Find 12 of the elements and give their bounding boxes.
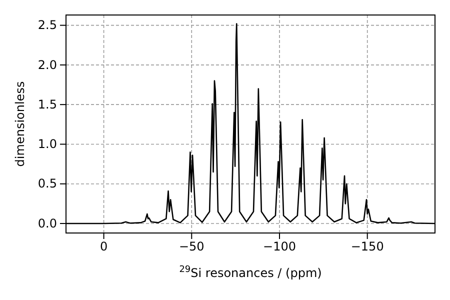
x-tick-label: 0 [100,240,108,254]
y-axis-title: dimensionless [13,81,27,167]
y-tick-label: 1.0 [38,137,57,152]
y-tick-label: 2.0 [38,58,57,72]
x-axis-title: $^{29}$Si resonances / (ppm) [179,265,322,280]
y-tick-label: 1.5 [38,97,57,112]
y-tick-label: 2.5 [38,18,57,32]
y-tick-label: 0.0 [38,216,57,230]
x-tick-label: −50 [178,240,204,254]
y-tick-label: 0.5 [38,176,57,191]
x-tick-label: −150 [350,240,384,254]
x-tick-label: −100 [263,240,296,254]
